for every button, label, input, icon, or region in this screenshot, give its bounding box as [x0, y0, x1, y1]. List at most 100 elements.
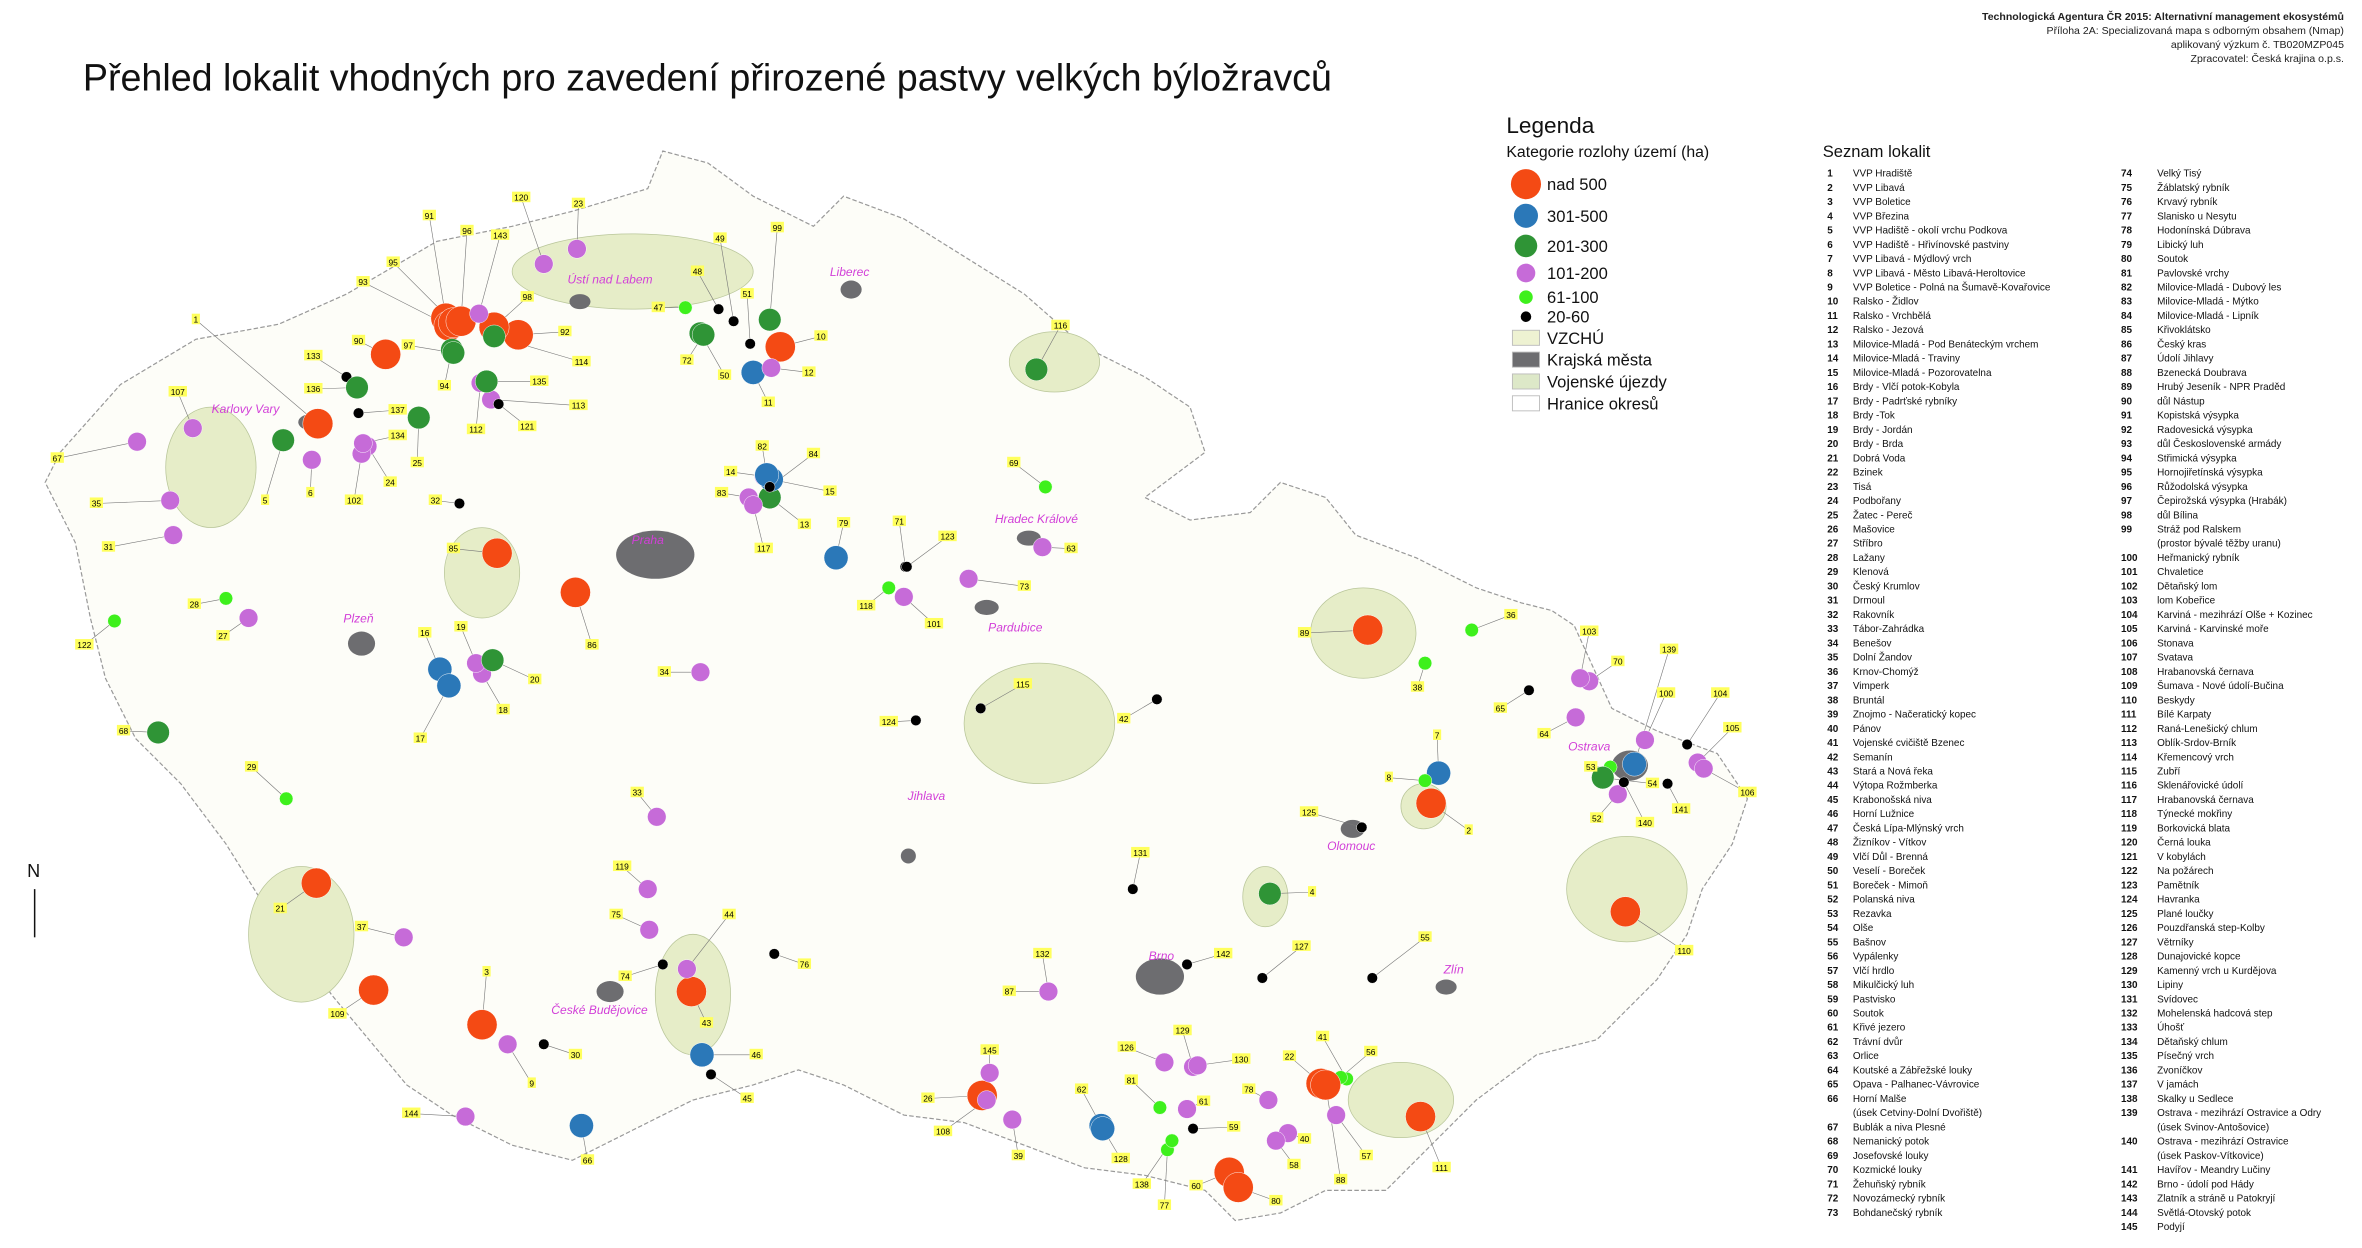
list-number: 36	[1827, 667, 1839, 678]
list-number: 92	[2121, 425, 2133, 436]
site-label-box	[518, 420, 537, 432]
list-name: Bílé Karpaty	[2157, 710, 2211, 721]
list-number: 19	[1827, 425, 1839, 436]
list-number: 113	[2121, 738, 2138, 749]
site-label: 44	[724, 910, 734, 920]
site-label: 144	[404, 1109, 418, 1119]
list-name: Sklenářovické údolí	[2157, 781, 2243, 792]
site-label-box	[680, 354, 694, 365]
site-marker	[1618, 776, 1630, 788]
site-label: 138	[1135, 1179, 1149, 1189]
site-label: 60	[1191, 1181, 1201, 1191]
site-marker	[677, 959, 697, 979]
legend-symbol	[1516, 263, 1536, 283]
legend-title: Legenda	[1506, 113, 1594, 138]
site-label-box	[446, 542, 461, 554]
site-label-box	[836, 517, 851, 528]
list-name: VVP Boletice - Polná na Šumavě-Kovařovic…	[1853, 282, 2051, 293]
list-number: 104	[2121, 610, 2138, 621]
site-label-box	[1590, 812, 1604, 823]
site-label: 27	[218, 631, 228, 641]
site-label-box	[351, 334, 366, 346]
list-number: 120	[2121, 838, 2138, 849]
site-marker	[691, 323, 716, 347]
site-label: 57	[1362, 1151, 1372, 1161]
site-marker	[1426, 760, 1451, 786]
site-label: 102	[347, 495, 361, 505]
site-label: 121	[520, 422, 534, 432]
list-number: 143	[2121, 1194, 2138, 1205]
site-label: 77	[1160, 1200, 1170, 1210]
list-name: Horní Lužnice	[1853, 809, 1915, 820]
site-label-box	[386, 256, 400, 267]
site-label: 48	[693, 267, 703, 277]
list-number: 136	[2121, 1065, 2138, 1076]
list-number: 85	[2121, 325, 2133, 336]
list-number: 64	[1827, 1065, 1839, 1076]
country-outline	[44, 150, 1749, 1222]
site-label: 137	[391, 405, 405, 415]
list-number: 77	[2121, 211, 2133, 222]
legend-label: nad 500	[1547, 175, 1607, 194]
site-label-box	[571, 197, 586, 209]
site-label-box	[273, 902, 287, 914]
list-number: 59	[1827, 994, 1839, 1005]
site-label: 81	[1127, 1075, 1137, 1085]
site-label-box	[1299, 806, 1319, 817]
site-marker	[1310, 1069, 1341, 1101]
site-label: 114	[575, 357, 589, 367]
list-name: Dětaňský chlum	[2157, 1037, 2228, 1048]
list-name: Brdy - Padrťské rybníky	[1853, 396, 1957, 407]
list-number: 94	[2121, 453, 2133, 464]
site-label-box	[1433, 729, 1442, 740]
site-marker	[1222, 1172, 1254, 1203]
site-label-box	[344, 494, 364, 505]
site-marker	[163, 525, 183, 545]
site-label-box	[328, 1008, 347, 1019]
site-marker	[768, 948, 780, 960]
list-name: Bašnov	[1853, 937, 1886, 948]
site-marker	[436, 673, 462, 699]
site-marker	[1570, 668, 1590, 688]
site-marker	[823, 545, 849, 570]
site-label-box	[428, 494, 442, 505]
site-marker	[744, 338, 756, 350]
legend-symbol	[1519, 290, 1533, 304]
list-number: 55	[1827, 937, 1839, 948]
list-number: 2	[1827, 183, 1833, 194]
list-name: Stráž pod Ralskem	[2157, 524, 2241, 535]
site-label: 54	[1648, 779, 1658, 789]
list-name: Slanisko u Nesytu	[2157, 211, 2237, 222]
site-label: 24	[385, 477, 395, 487]
site-label-box	[1002, 985, 1016, 997]
site-marker	[728, 315, 740, 327]
list-number: 139	[2121, 1108, 2138, 1119]
list-name: Pouzdřanská step-Kolby	[2157, 923, 2265, 934]
site-label-box	[1297, 1133, 1312, 1144]
site-label: 80	[1271, 1196, 1281, 1206]
site-label: 62	[1077, 1084, 1087, 1094]
site-marker	[1152, 1100, 1167, 1115]
list-name: V jamách	[2157, 1080, 2198, 1091]
list-name: Ralsko - Vrchbělá	[1853, 311, 1932, 322]
list-number: 32	[1827, 610, 1839, 621]
site-marker	[657, 958, 669, 970]
site-label: 93	[358, 277, 368, 287]
legend-swatch	[1511, 395, 1540, 412]
list-number: 26	[1827, 524, 1839, 535]
list-name: Mikulčický luh	[1853, 980, 1914, 991]
site-marker	[107, 613, 122, 628]
list-name: Svatava	[2157, 653, 2193, 664]
site-label-box	[856, 599, 876, 611]
site-label: 103	[1582, 627, 1596, 637]
list-name: Veselí - Boreček	[1853, 866, 1925, 877]
site-label-box	[797, 958, 812, 969]
site-label-box	[75, 639, 94, 650]
list-number: 137	[2121, 1080, 2138, 1091]
leader-line	[899, 521, 906, 567]
site-label: 39	[1014, 1151, 1024, 1161]
site-marker	[764, 481, 776, 493]
site-label-box	[806, 447, 821, 459]
list-name: Havířov - Meandry Lučiny	[2157, 1165, 2270, 1176]
site-label: 38	[1413, 682, 1423, 692]
